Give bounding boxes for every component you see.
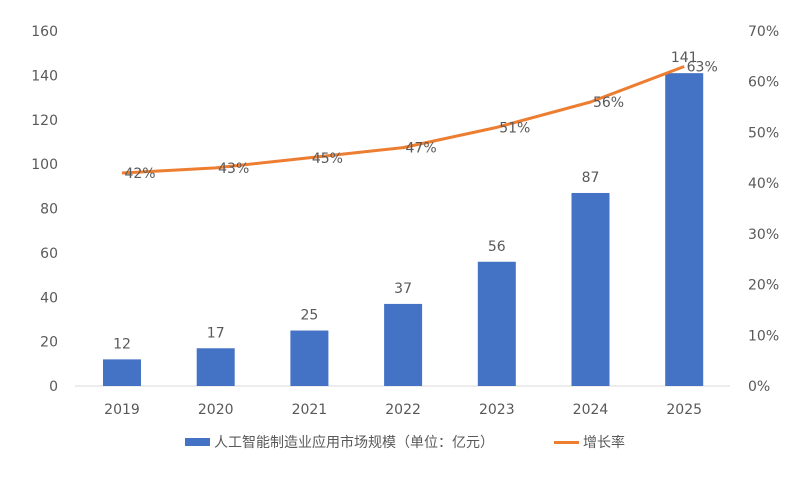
x-tick-label: 2025 [666,402,702,418]
bar [665,73,704,386]
right-tick-label: 50% [748,125,779,141]
right-tick-label: 10% [748,328,779,344]
line-data-label: 45% [312,151,343,167]
line-data-label: 43% [218,161,249,177]
bar-data-label: 87 [582,170,600,186]
x-tick-label: 2019 [104,402,140,418]
left-tick-label: 20 [40,335,58,351]
legend-swatch-bar [185,438,210,446]
bar-data-label: 25 [300,308,318,324]
legend-item-market-size: 人工智能制造业应用市场规模（单位：亿元） [185,432,494,452]
left-tick-label: 120 [31,113,58,129]
right-tick-label: 0% [748,379,770,395]
line-data-label: 56% [593,95,624,111]
legend-label-growth-rate: 增长率 [583,435,625,451]
x-tick-label: 2021 [292,402,328,418]
left-tick-label: 160 [31,24,58,40]
legend: 人工智能制造业应用市场规模（单位：亿元） 增长率 [0,432,810,452]
right-tick-label: 20% [748,278,779,294]
bar [477,261,516,386]
legend-label-market-size: 人工智能制造业应用市场规模（单位：亿元） [214,435,494,451]
line-data-label: 47% [406,141,437,157]
left-tick-label: 0 [49,379,58,395]
x-tick-label: 2023 [479,402,515,418]
left-tick-label: 40 [40,290,58,306]
left-tick-label: 140 [31,68,58,84]
bar-data-label: 141 [671,50,698,66]
line-data-label: 42% [124,166,155,182]
left-tick-label: 60 [40,246,58,262]
right-tick-label: 60% [748,75,779,91]
bar [290,330,329,386]
legend-item-growth-rate: 增长率 [554,432,625,452]
left-tick-label: 80 [40,202,58,218]
bar [196,348,235,386]
bar [571,192,610,386]
x-tick-label: 2020 [198,402,234,418]
line-data-label: 63% [687,60,718,76]
right-tick-label: 30% [748,227,779,243]
right-tick-label: 70% [748,24,779,40]
x-tick-label: 2024 [573,402,609,418]
growth-rate-line [121,65,685,175]
x-tick-label: 2022 [385,402,421,418]
bar [384,303,423,386]
line-data-label: 51% [499,120,530,136]
bar [103,359,141,386]
right-tick-label: 40% [748,176,779,192]
legend-swatch-line [554,440,579,444]
bar-data-label: 12 [113,336,131,352]
left-tick-label: 100 [31,157,58,173]
bar-data-label: 56 [488,239,506,255]
bar-data-label: 37 [394,281,412,297]
bar-data-label: 17 [207,325,225,341]
